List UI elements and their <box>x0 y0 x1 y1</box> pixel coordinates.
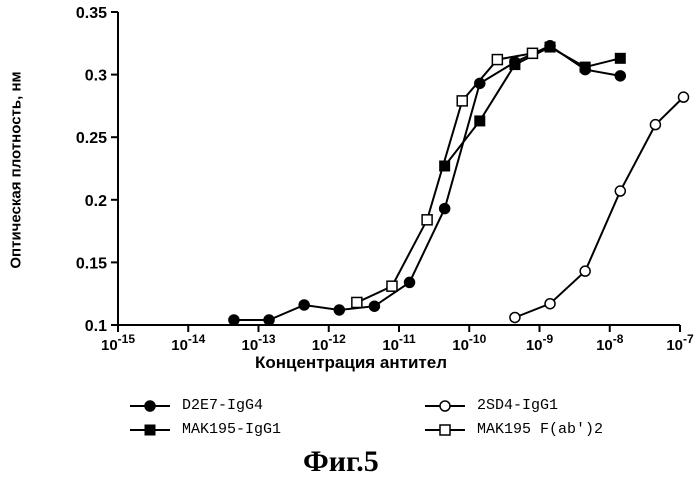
data-point <box>527 48 537 58</box>
x-tick-label: 10-11 <box>382 332 416 354</box>
y-tick-label: 0.3 <box>85 68 107 85</box>
x-tick-label: 10-8 <box>596 332 624 354</box>
data-point <box>580 62 590 72</box>
y-tick-label: 0.2 <box>85 193 107 210</box>
legend-marker <box>440 425 450 435</box>
y-tick-label: 0.25 <box>76 130 107 147</box>
data-point <box>492 55 502 65</box>
data-point <box>580 266 590 276</box>
data-point <box>405 277 415 287</box>
x-axis-title: Концентрация антител <box>255 353 447 373</box>
series-line-1 <box>445 47 621 166</box>
legend-label: MAK195-IgG1 <box>182 421 281 438</box>
x-tick-label: 10-10 <box>452 332 486 354</box>
x-tick-label: 10-12 <box>312 332 346 354</box>
chart-axes: 0.1 0.15 0.2 0.25 0.3 0.35 10-15 10-14 10-13 10-1… <box>76 5 694 354</box>
data-point <box>510 60 520 70</box>
x-tick-label: 10-13 <box>241 332 275 354</box>
y-tick-label: 0.15 <box>76 255 107 272</box>
data-point <box>387 281 397 291</box>
data-point <box>615 53 625 63</box>
legend-label: D2E7-IgG4 <box>182 397 263 414</box>
x-tick-label: 10-15 <box>101 332 135 354</box>
data-point <box>679 92 689 102</box>
legend-label: 2SD4-IgG1 <box>477 397 558 414</box>
series-line-0 <box>234 46 620 320</box>
legend-marker <box>440 401 450 411</box>
data-point <box>545 299 555 309</box>
data-point <box>334 305 344 315</box>
data-point <box>422 215 432 225</box>
data-point <box>264 315 274 325</box>
legend-label: MAK195 F(ab')2 <box>477 421 603 438</box>
data-point <box>650 120 660 130</box>
figure-caption: Фиг.5 <box>303 445 379 479</box>
data-point <box>475 116 485 126</box>
data-point <box>229 315 239 325</box>
data-point <box>457 96 467 106</box>
series-line-2 <box>515 97 684 317</box>
y-tick-label: 0.1 <box>85 318 107 335</box>
series-line-3 <box>357 53 533 302</box>
x-tick-label: 10-9 <box>526 332 554 354</box>
data-point <box>615 186 625 196</box>
x-tick-label: 10-14 <box>171 332 205 354</box>
chart-series <box>229 41 689 325</box>
y-axis-title: Оптическая плотность, нм <box>8 71 25 268</box>
data-point <box>369 301 379 311</box>
legend-marker <box>145 401 155 411</box>
data-point <box>615 71 625 81</box>
y-tick-label: 0.35 <box>76 5 107 22</box>
legend-marks <box>130 401 465 435</box>
x-tick-label: 10-7 <box>666 332 694 354</box>
data-point <box>510 312 520 322</box>
data-point <box>440 204 450 214</box>
data-point <box>299 300 309 310</box>
data-point <box>545 42 555 52</box>
legend-marker <box>145 425 155 435</box>
data-point <box>352 297 362 307</box>
